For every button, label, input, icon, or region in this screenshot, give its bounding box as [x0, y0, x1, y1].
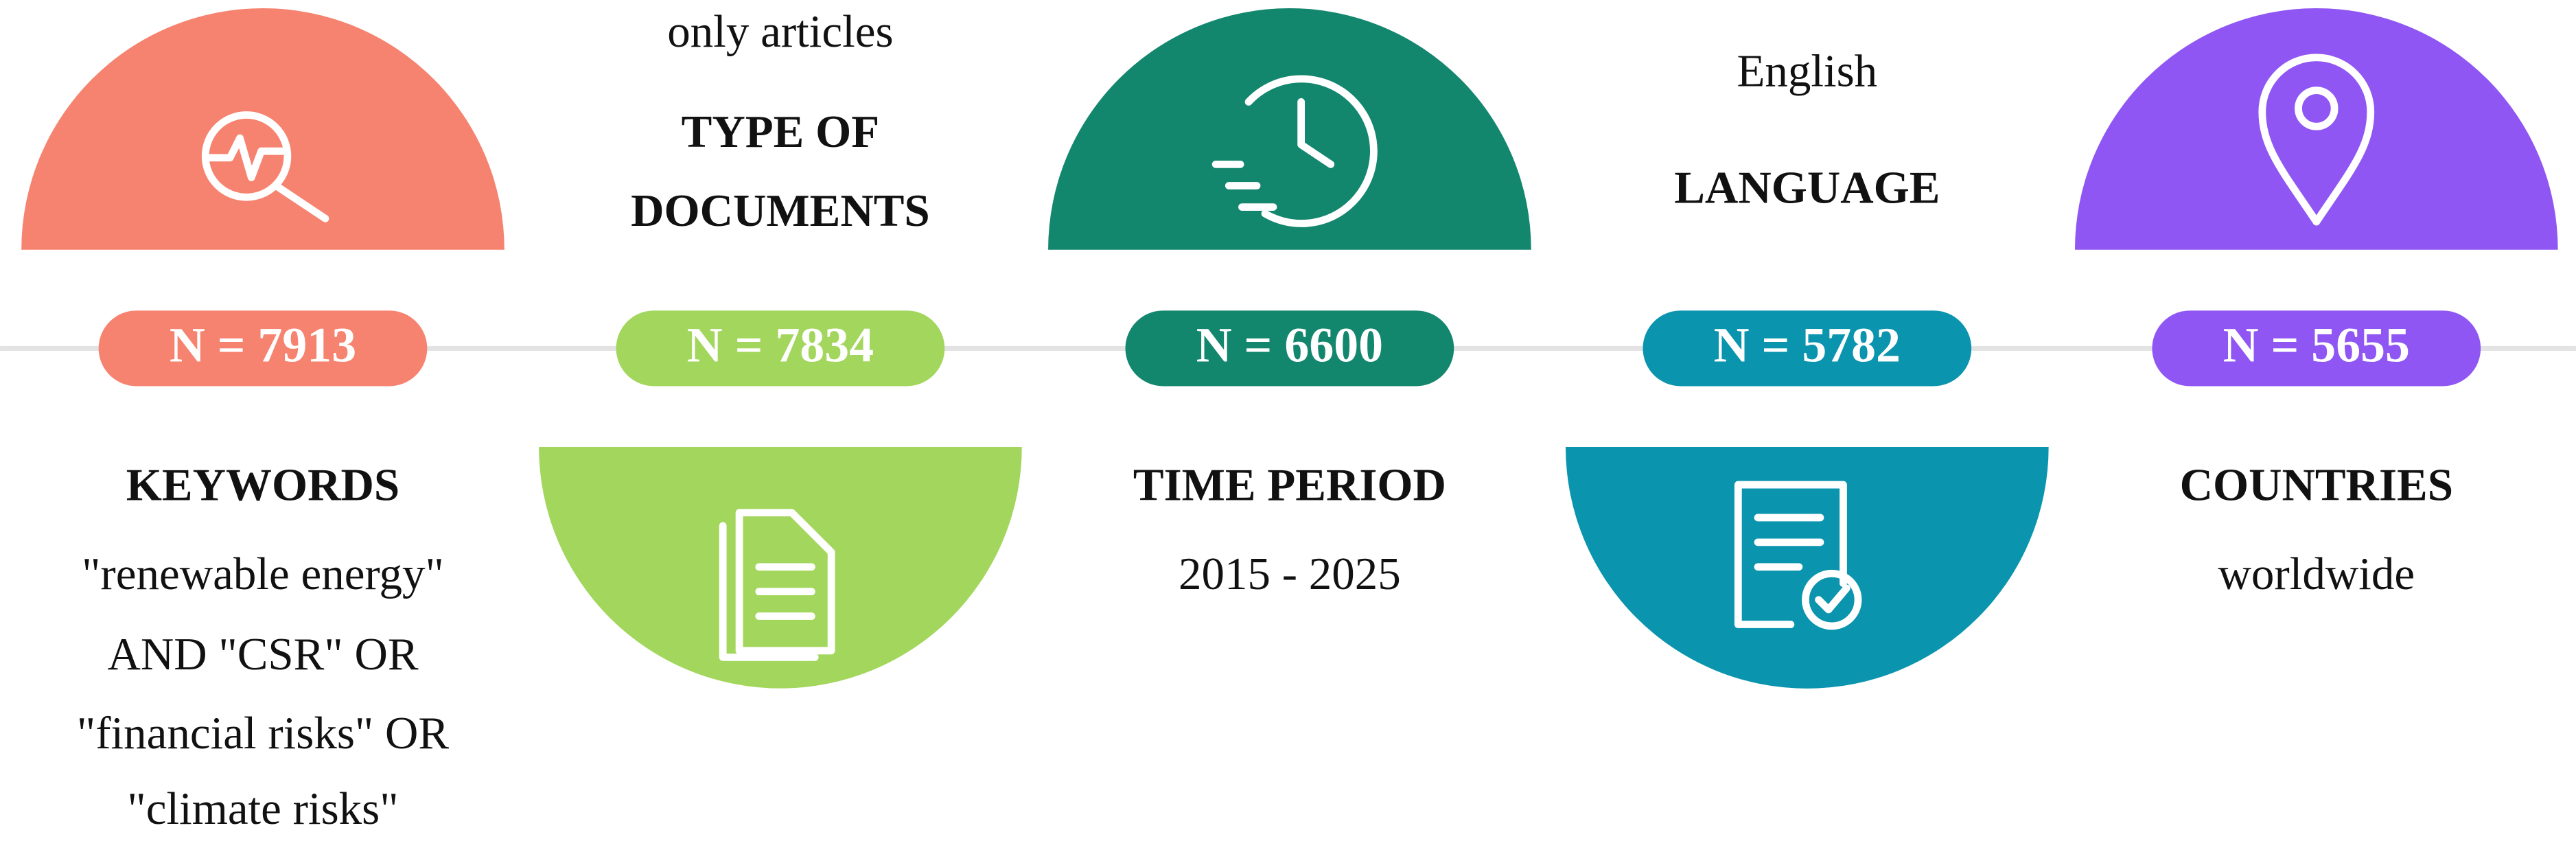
document-icon	[719, 509, 835, 661]
location-icon	[2258, 54, 2375, 226]
step-heading: TIME PERIOD	[1133, 460, 1446, 511]
step-heading: TYPE OF	[682, 106, 879, 157]
step-detail: "climate risks"	[127, 783, 398, 834]
half-circle	[21, 8, 504, 250]
count-label: N = 7834	[687, 317, 874, 372]
count-label: N = 5655	[2223, 317, 2410, 372]
count-pill	[616, 310, 945, 387]
step-heading: DOCUMENTS	[631, 185, 930, 236]
count-label: N = 5782	[1714, 317, 1901, 372]
step-detail: worldwide	[2218, 549, 2415, 599]
half-circle	[1048, 8, 1531, 250]
step-detail: only articles	[667, 6, 893, 57]
certificate-icon	[1734, 481, 1862, 630]
step-heading: COUNTRIES	[2180, 460, 2453, 511]
step-heading: LANGUAGE	[1674, 162, 1940, 213]
search-icon	[201, 111, 329, 222]
step-detail: "renewable energy"	[82, 549, 444, 599]
step-detail: "financial risks" OR	[77, 708, 450, 759]
count-pill	[1125, 310, 1454, 387]
step-detail: 2015 - 2025	[1179, 549, 1401, 599]
count-label: N = 6600	[1196, 317, 1383, 372]
count-pill	[1643, 310, 1972, 387]
count-label: N = 7913	[170, 317, 356, 372]
half-circle	[1565, 447, 2049, 689]
clock-icon	[1211, 75, 1378, 227]
step-detail: English	[1737, 45, 1877, 96]
count-pill	[98, 310, 428, 387]
step-heading: KEYWORDS	[126, 460, 399, 511]
count-pill	[2152, 310, 2481, 387]
step-detail: AND "CSR" OR	[107, 629, 418, 680]
